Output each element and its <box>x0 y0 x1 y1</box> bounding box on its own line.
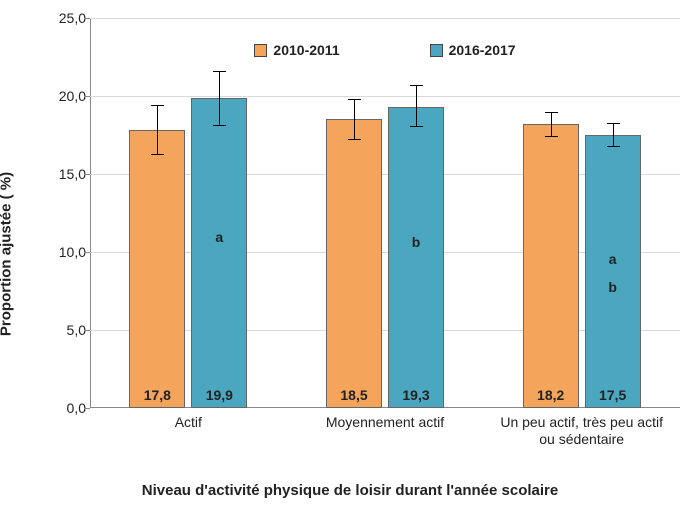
bar-groups: 17,819,9a18,519,3b18,217,5ab <box>90 18 680 408</box>
x-category-label: Moyennement actif <box>295 414 475 431</box>
error-bar <box>613 123 614 148</box>
error-bar <box>354 99 355 140</box>
plot-area: 0,05,010,015,020,025,0 2010-2011 2016-20… <box>90 18 680 408</box>
bar-group: 18,5 19,3 b <box>287 18 484 408</box>
y-tick-label: 5,0 <box>42 322 86 338</box>
bar-annotation: b <box>389 234 443 250</box>
y-tick-label: 25,0 <box>42 10 86 26</box>
bar-value-label: 18,5 <box>327 387 381 403</box>
chart-container: Proportion ajustée ( %) 0,05,010,015,020… <box>0 0 700 507</box>
bar-value-label: 17,8 <box>130 387 184 403</box>
bar: 17,8 <box>129 130 185 408</box>
bar-value-label: 18,2 <box>524 387 578 403</box>
bar-value-label: 19,3 <box>389 387 443 403</box>
bar: 18,5 <box>326 119 382 408</box>
bar: 17,5 ab <box>585 135 641 408</box>
bar: 19,3 b <box>388 107 444 408</box>
bar-annotation: a <box>586 251 640 267</box>
y-tick-label: 20,0 <box>42 88 86 104</box>
y-tick-label: 15,0 <box>42 166 86 182</box>
error-bar <box>551 112 552 137</box>
x-category-label: Actif <box>98 414 278 431</box>
bar-annotation: b <box>586 279 640 295</box>
error-bar <box>219 71 220 126</box>
y-tick-label: 0,0 <box>42 400 86 416</box>
x-axis-label: Niveau d'activité physique de loisir dur… <box>0 482 700 499</box>
y-axis-label: Proportion ajustée ( %) <box>0 171 15 335</box>
bar-annotation: a <box>192 229 246 245</box>
x-category-label: Un peu actif, très peu actif ou sédentai… <box>492 414 672 448</box>
bar-group: 18,2 17,5 ab <box>483 18 680 408</box>
bar-group: 17,8 19,9 a <box>90 18 287 408</box>
bar-value-label: 19,9 <box>192 387 246 403</box>
bar: 19,9 a <box>191 98 247 408</box>
bar-value-label: 17,5 <box>586 387 640 403</box>
bar: 18,2 <box>523 124 579 408</box>
y-tick-label: 10,0 <box>42 244 86 260</box>
error-bar <box>157 105 158 155</box>
error-bar <box>416 85 417 127</box>
